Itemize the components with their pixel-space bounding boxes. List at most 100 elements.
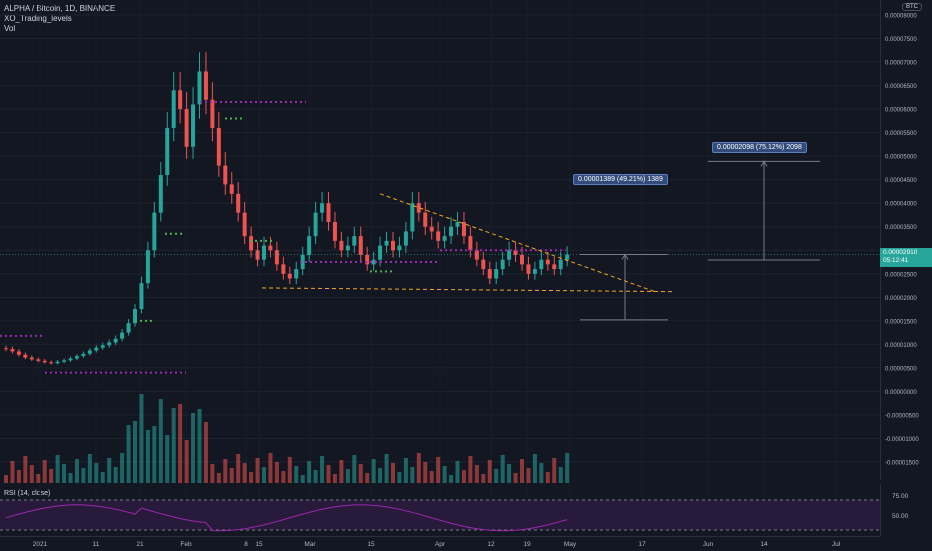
currency-badge[interactable]: BTC xyxy=(902,3,922,11)
candle xyxy=(429,226,434,232)
candle xyxy=(113,338,118,343)
volume-bar xyxy=(403,458,408,483)
candle xyxy=(397,245,402,251)
symbol-label[interactable]: ALPHA / Bitcoin, 1D, BINANCE xyxy=(4,4,116,13)
candle xyxy=(300,254,305,270)
candle xyxy=(29,357,34,360)
volume-bar xyxy=(397,472,402,483)
candle xyxy=(532,269,537,274)
volume-bar xyxy=(442,466,447,483)
rsi-title[interactable]: RSI (14, close) xyxy=(4,490,51,497)
volume-bar xyxy=(171,408,176,483)
candle xyxy=(158,174,163,213)
volume-bar xyxy=(145,430,150,483)
range-tag-2: 0.00002098 (75.12%) 2098 xyxy=(712,142,807,153)
candle xyxy=(320,203,325,213)
rsi-tick-label: 50.00 xyxy=(892,513,909,520)
candle xyxy=(249,236,254,251)
candle xyxy=(423,212,428,227)
x-tick-label: 15 xyxy=(367,541,375,548)
volume-bar xyxy=(481,474,486,483)
volume-bar xyxy=(300,475,305,483)
x-tick-label: 19 xyxy=(523,541,531,548)
y-tick-label: 0.00007000 xyxy=(885,61,917,67)
candle xyxy=(442,236,447,241)
volume-bar xyxy=(545,472,550,483)
candle xyxy=(358,236,363,255)
y-tick-label: 0.00005500 xyxy=(885,131,917,137)
candle xyxy=(494,269,499,279)
time-axis[interactable] xyxy=(0,536,880,551)
y-tick-label: -0.00001000 xyxy=(885,437,919,443)
candle xyxy=(513,250,518,255)
volume-bar xyxy=(4,475,8,483)
x-tick-label: Feb xyxy=(180,541,192,548)
indicator-label[interactable]: XO_Trading_levels xyxy=(4,14,72,23)
volume-bar xyxy=(461,470,466,483)
candle xyxy=(49,362,54,364)
volume-bar xyxy=(236,454,241,483)
volume-bar xyxy=(358,464,363,483)
volume-bar xyxy=(94,463,99,483)
volume-bar xyxy=(210,464,215,483)
x-tick-label: Apr xyxy=(435,541,446,548)
volume-bar xyxy=(74,459,79,483)
candle xyxy=(294,269,299,279)
candle xyxy=(55,361,60,364)
volume-bar xyxy=(455,461,460,483)
y-tick-label: 0.00004000 xyxy=(885,202,917,208)
x-tick-label: 8 xyxy=(244,541,248,548)
volume-bar xyxy=(158,399,163,483)
candle xyxy=(165,127,170,175)
candle xyxy=(107,342,112,346)
rsi-band xyxy=(0,500,880,530)
candle xyxy=(520,254,524,265)
volume-bar xyxy=(249,472,254,483)
candle xyxy=(133,309,137,324)
candle xyxy=(500,259,505,270)
candle xyxy=(255,250,260,260)
volume-bar xyxy=(332,474,337,483)
y-tick-label: 0.00000500 xyxy=(885,366,917,372)
price-axis[interactable] xyxy=(880,0,932,480)
volume-bar xyxy=(178,404,183,483)
volume-bar xyxy=(410,467,415,483)
candle xyxy=(391,240,395,251)
y-tick-label: 0.00007500 xyxy=(885,37,917,43)
candle xyxy=(468,236,473,251)
volume-bar xyxy=(507,464,512,483)
volume-bar xyxy=(223,459,228,483)
candle xyxy=(203,71,208,100)
volume-label[interactable]: Vol xyxy=(4,24,16,33)
x-tick-label: 2021 xyxy=(33,541,48,548)
volume-bar xyxy=(416,453,421,483)
volume-bar xyxy=(203,422,208,483)
volume-bar xyxy=(191,413,196,483)
candle xyxy=(274,250,279,265)
volume-bar xyxy=(365,473,370,483)
candle xyxy=(371,259,376,265)
candle xyxy=(178,90,183,110)
current-price-label: 0.00002910 05:12:41 xyxy=(880,248,932,267)
y-tick-label: 0.00005000 xyxy=(885,155,917,161)
candle xyxy=(242,212,247,237)
candle xyxy=(365,254,370,265)
trendline-support xyxy=(261,287,676,293)
volume-bar xyxy=(487,460,492,483)
volume-bar xyxy=(391,463,395,483)
candle xyxy=(145,250,150,284)
candle xyxy=(184,109,189,147)
candle xyxy=(352,236,357,246)
range-arrow-head xyxy=(621,253,629,260)
y-tick-label: 0.00008000 xyxy=(885,14,917,20)
candle xyxy=(152,212,157,251)
candle xyxy=(268,245,273,251)
volume-bar xyxy=(500,455,505,483)
volume-bar xyxy=(229,468,234,483)
volume-bar xyxy=(371,459,376,483)
volume-bar xyxy=(526,468,531,483)
volume-bar xyxy=(216,473,221,483)
range-tag-1: 0.00001389 (49.21%) 1389 xyxy=(573,174,668,185)
rsi-axis[interactable] xyxy=(880,484,932,536)
